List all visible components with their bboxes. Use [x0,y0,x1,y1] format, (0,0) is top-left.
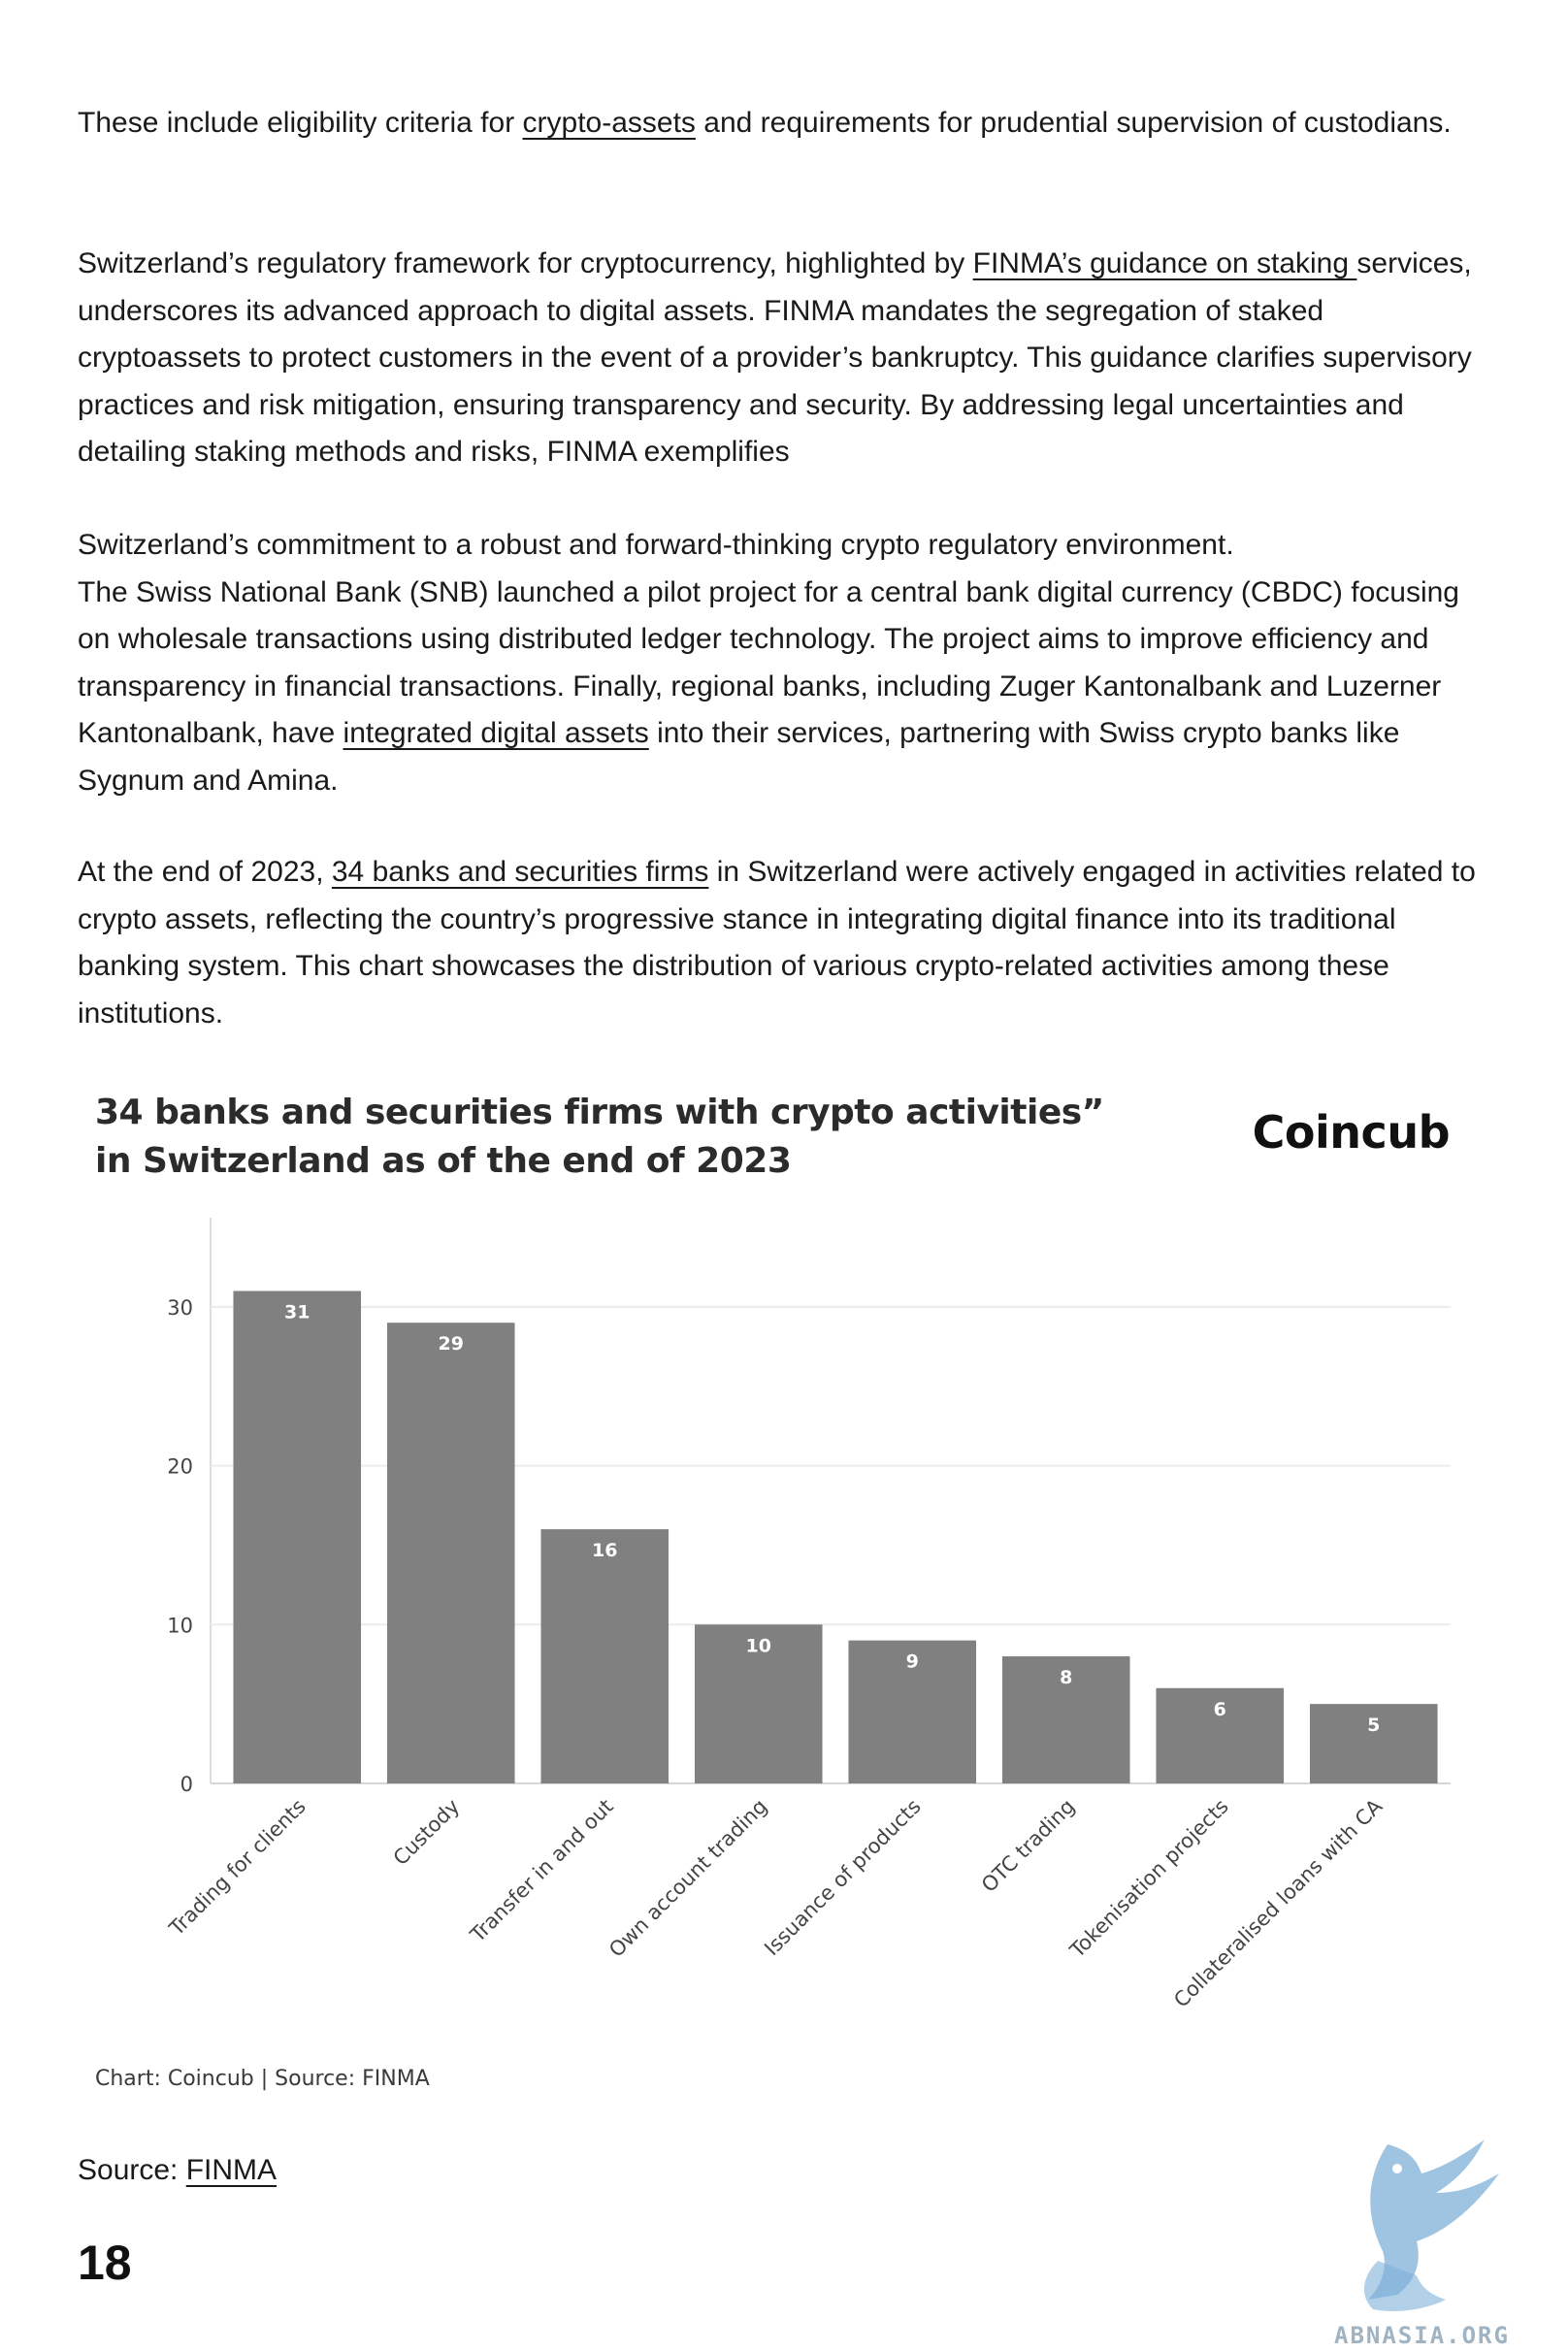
finma-staking-guidance-link[interactable]: FINMA’s guidance on staking [972,247,1357,279]
bar-data-label: 16 [592,1540,617,1561]
y-tick-label: 30 [167,1296,193,1320]
x-category-label: Trading for clients [164,1795,310,1942]
bar-data-label: 8 [1060,1667,1072,1688]
bar-data-label: 29 [439,1333,464,1355]
bar [1309,1704,1438,1783]
bar-chart: 0 10 20 30 31 Trading for clients 29 Custody 16 T… [164,1218,1451,2012]
bar-data-label: 10 [746,1635,771,1656]
x-category-label: Custody [389,1795,465,1871]
p2-text-before: Switzerland’s regulatory framework for c… [78,247,973,279]
x-category-label: Transfer in and out [465,1795,617,1947]
y-tick-label: 0 [180,1773,193,1796]
watermark-text: ABNASIA.ORG [1334,2322,1510,2349]
p1-text-before: These include eligibility criteria for [78,107,523,139]
p1-text-after: and requirements for prudential supervis… [695,107,1452,139]
bar [386,1323,515,1783]
banks-securities-firms-link[interactable]: 34 banks and securities firms [331,856,709,888]
p2-text-after: services, underscores its advanced appro… [78,247,1472,468]
p3-text-before: The Swiss National Bank (SNB) launched a… [78,575,1459,750]
p4-text-before: At the end of 2023, [78,856,332,888]
griffin-logo-icon [1363,2140,1499,2311]
paragraph-2: Switzerland’s regulatory framework for c… [78,241,1494,476]
paragraph-4: At the end of 2023, 34 banks and securit… [78,849,1494,1037]
bar [233,1290,362,1783]
bar-data-label: 31 [284,1301,310,1323]
y-tick-label: 20 [167,1455,193,1479]
p4-text-after: in Switzerland were actively engaged in … [78,856,1476,1029]
p3-text-after: into their services, partnering with Swi… [78,717,1400,797]
p3-line-1: Switzerland’s commitment to a robust and… [78,529,1234,561]
bar-data-label: 5 [1367,1715,1380,1736]
bar [540,1529,670,1783]
bar [1156,1687,1285,1783]
chart-title: 34 banks and securities firms with crypt… [95,1093,1104,1181]
finma-source-link[interactable]: FINMA [185,2154,278,2186]
crypto-assets-link[interactable]: crypto-assets [522,107,696,139]
coincub-logo: Coincub [1252,1106,1451,1159]
page-number: 18 [78,2236,132,2290]
x-category-label: Issuance of products [760,1795,926,1961]
bar-data-label: 9 [906,1651,919,1673]
bar [694,1624,823,1783]
x-category-label: OTC trading [977,1795,1079,1897]
y-tick-label: 10 [167,1614,193,1637]
bar [848,1640,977,1783]
source-label: Source: [78,2154,186,2186]
integrated-digital-assets-link[interactable]: integrated digital assets [343,717,649,749]
paragraph-1: These include eligibility criteria for c… [78,100,1494,147]
bar [1001,1656,1130,1783]
x-category-label: Own account trading [604,1795,771,1962]
chart-caption: Chart: Coincub | Source: FINMA [95,2067,430,2091]
bar-data-label: 6 [1214,1699,1226,1720]
source-line: Source: FINMA [78,2154,277,2187]
x-category-label: Tokenisation projects [1064,1795,1232,1963]
paragraph-3: Switzerland’s commitment to a robust and… [78,522,1494,804]
chart-figure: 34 banks and securities firms with crypt… [78,1058,1475,2135]
